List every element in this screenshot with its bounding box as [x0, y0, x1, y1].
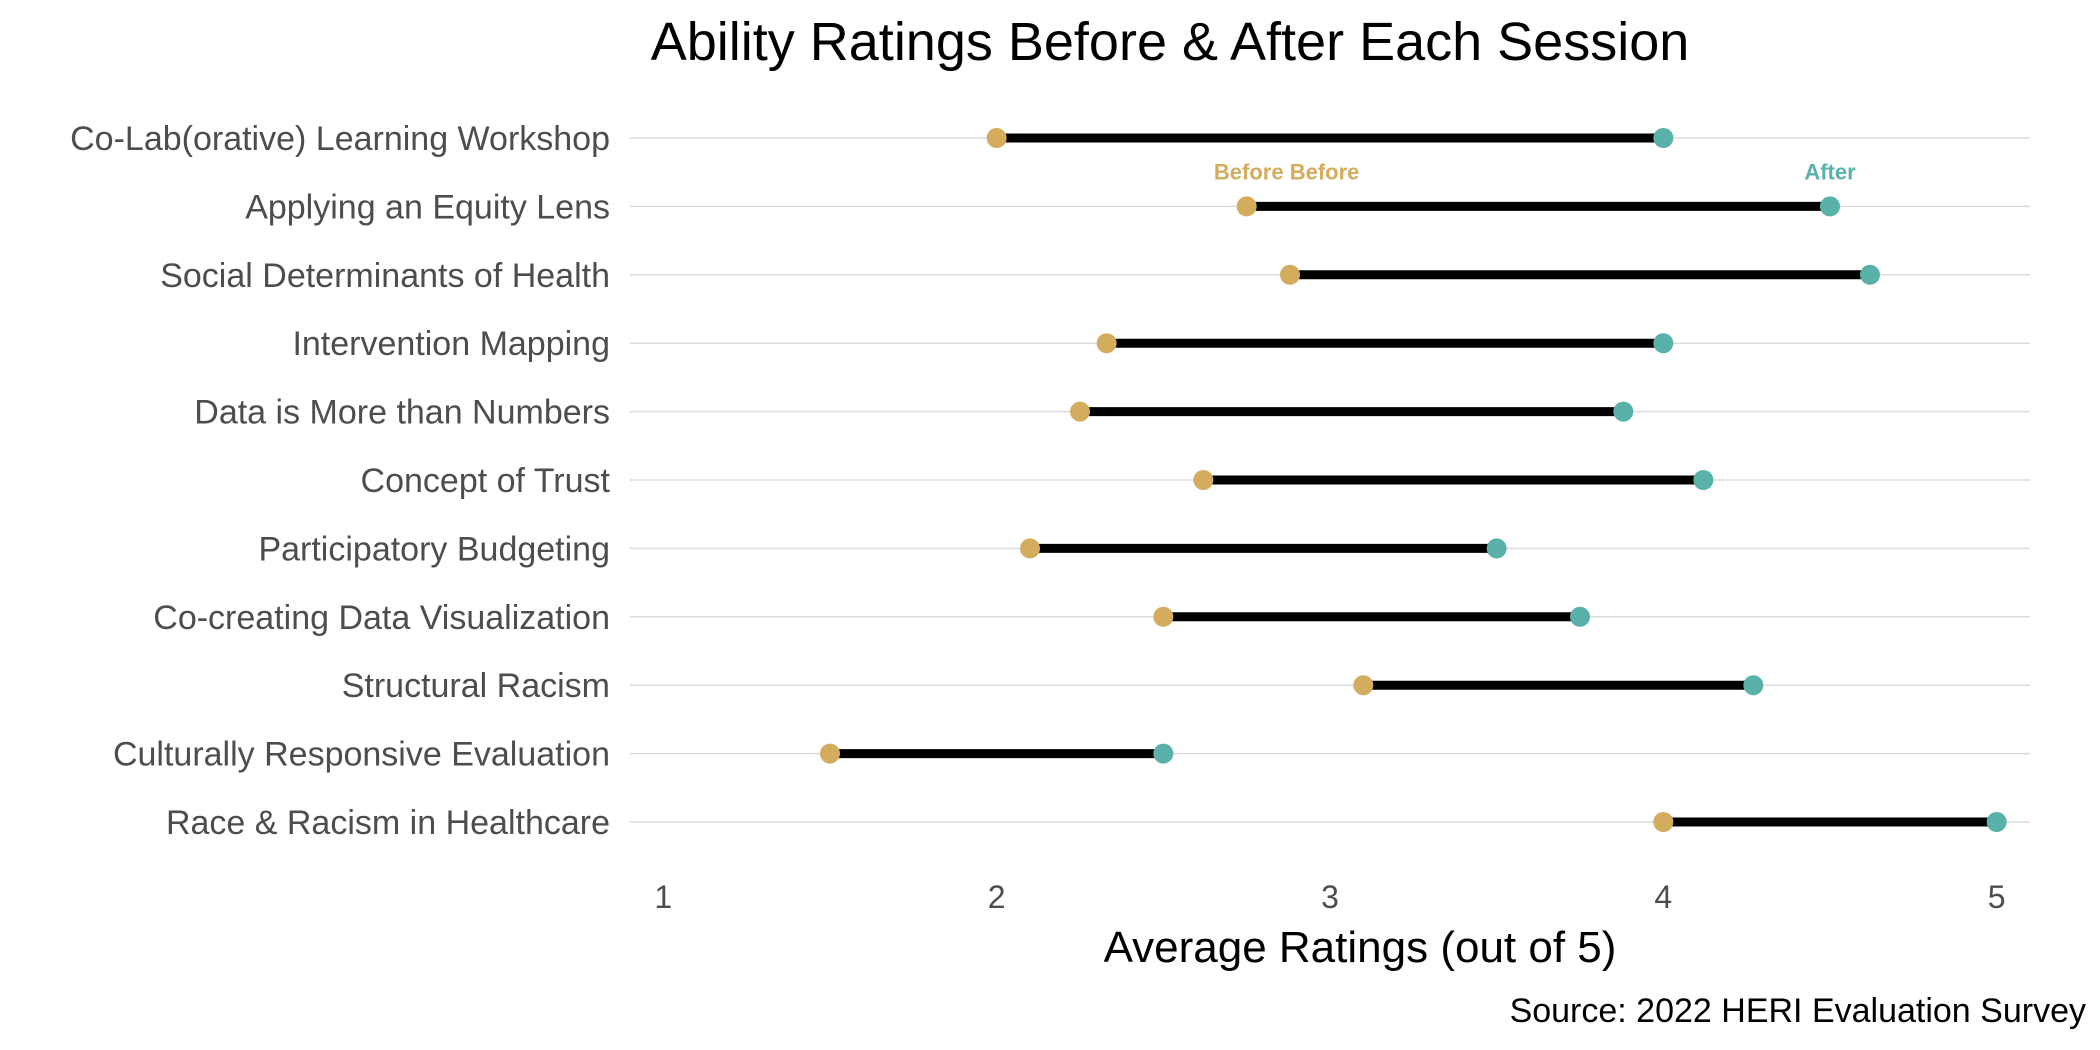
before-point	[1353, 675, 1374, 696]
category-label: Co-creating Data Visualization	[153, 599, 610, 637]
after-annotation: After	[1804, 159, 1856, 184]
category-label: Intervention Mapping	[292, 325, 610, 363]
x-tick-label: 2	[988, 879, 1006, 915]
after-point	[1613, 401, 1634, 422]
before-point	[1153, 606, 1174, 627]
after-point	[1653, 333, 1674, 354]
before-point	[986, 128, 1007, 148]
category-label: Concept of Trust	[361, 462, 611, 500]
before-point	[820, 743, 840, 764]
category-label: Structural Racism	[342, 667, 610, 705]
x-tick-label: 4	[1654, 879, 1672, 915]
before-point	[1096, 333, 1117, 354]
after-point	[1986, 812, 2007, 832]
category-label: Applying an Equity Lens	[245, 188, 610, 226]
after-point	[1486, 538, 1507, 559]
before-point	[1070, 401, 1090, 422]
x-tick-label: 1	[654, 879, 672, 915]
before-point	[1236, 196, 1257, 217]
category-label: Race & Racism in Healthcare	[166, 804, 610, 842]
category-label: Participatory Budgeting	[258, 530, 610, 568]
after-point	[1820, 196, 1840, 217]
after-point	[1153, 743, 1174, 764]
annotations: Before Before After	[1214, 159, 1856, 184]
x-tick-label: 5	[1988, 879, 2006, 915]
after-point	[1743, 675, 1764, 696]
chart-title: Ability Ratings Before & After Each Sess…	[651, 12, 1690, 72]
after-point	[1570, 606, 1590, 627]
after-point	[1693, 470, 1714, 490]
category-labels: Co-Lab(orative) Learning Workshop Applyin…	[70, 120, 610, 842]
category-label: Co-Lab(orative) Learning Workshop	[70, 120, 610, 158]
before-point	[1020, 538, 1040, 559]
chart-caption: Source: 2022 HERI Evaluation Survey	[1510, 992, 2086, 1030]
x-tick-label: 3	[1321, 879, 1339, 915]
category-label: Social Determinants of Health	[160, 257, 610, 295]
dumbbell-segments	[830, 133, 1997, 827]
before-point	[1280, 264, 1300, 285]
before-point	[1653, 812, 1674, 832]
before-annotation: Before Before	[1214, 159, 1359, 184]
x-axis-title: Average Ratings (out of 5)	[1104, 923, 1617, 972]
after-point	[1860, 264, 1880, 285]
x-axis-ticks: 1 2 3 4 5	[654, 879, 2005, 915]
category-label: Culturally Responsive Evaluation	[113, 736, 610, 774]
after-point	[1653, 128, 1674, 148]
data-points	[820, 128, 2007, 832]
category-label: Data is More than Numbers	[194, 394, 610, 432]
before-point	[1193, 470, 1214, 490]
